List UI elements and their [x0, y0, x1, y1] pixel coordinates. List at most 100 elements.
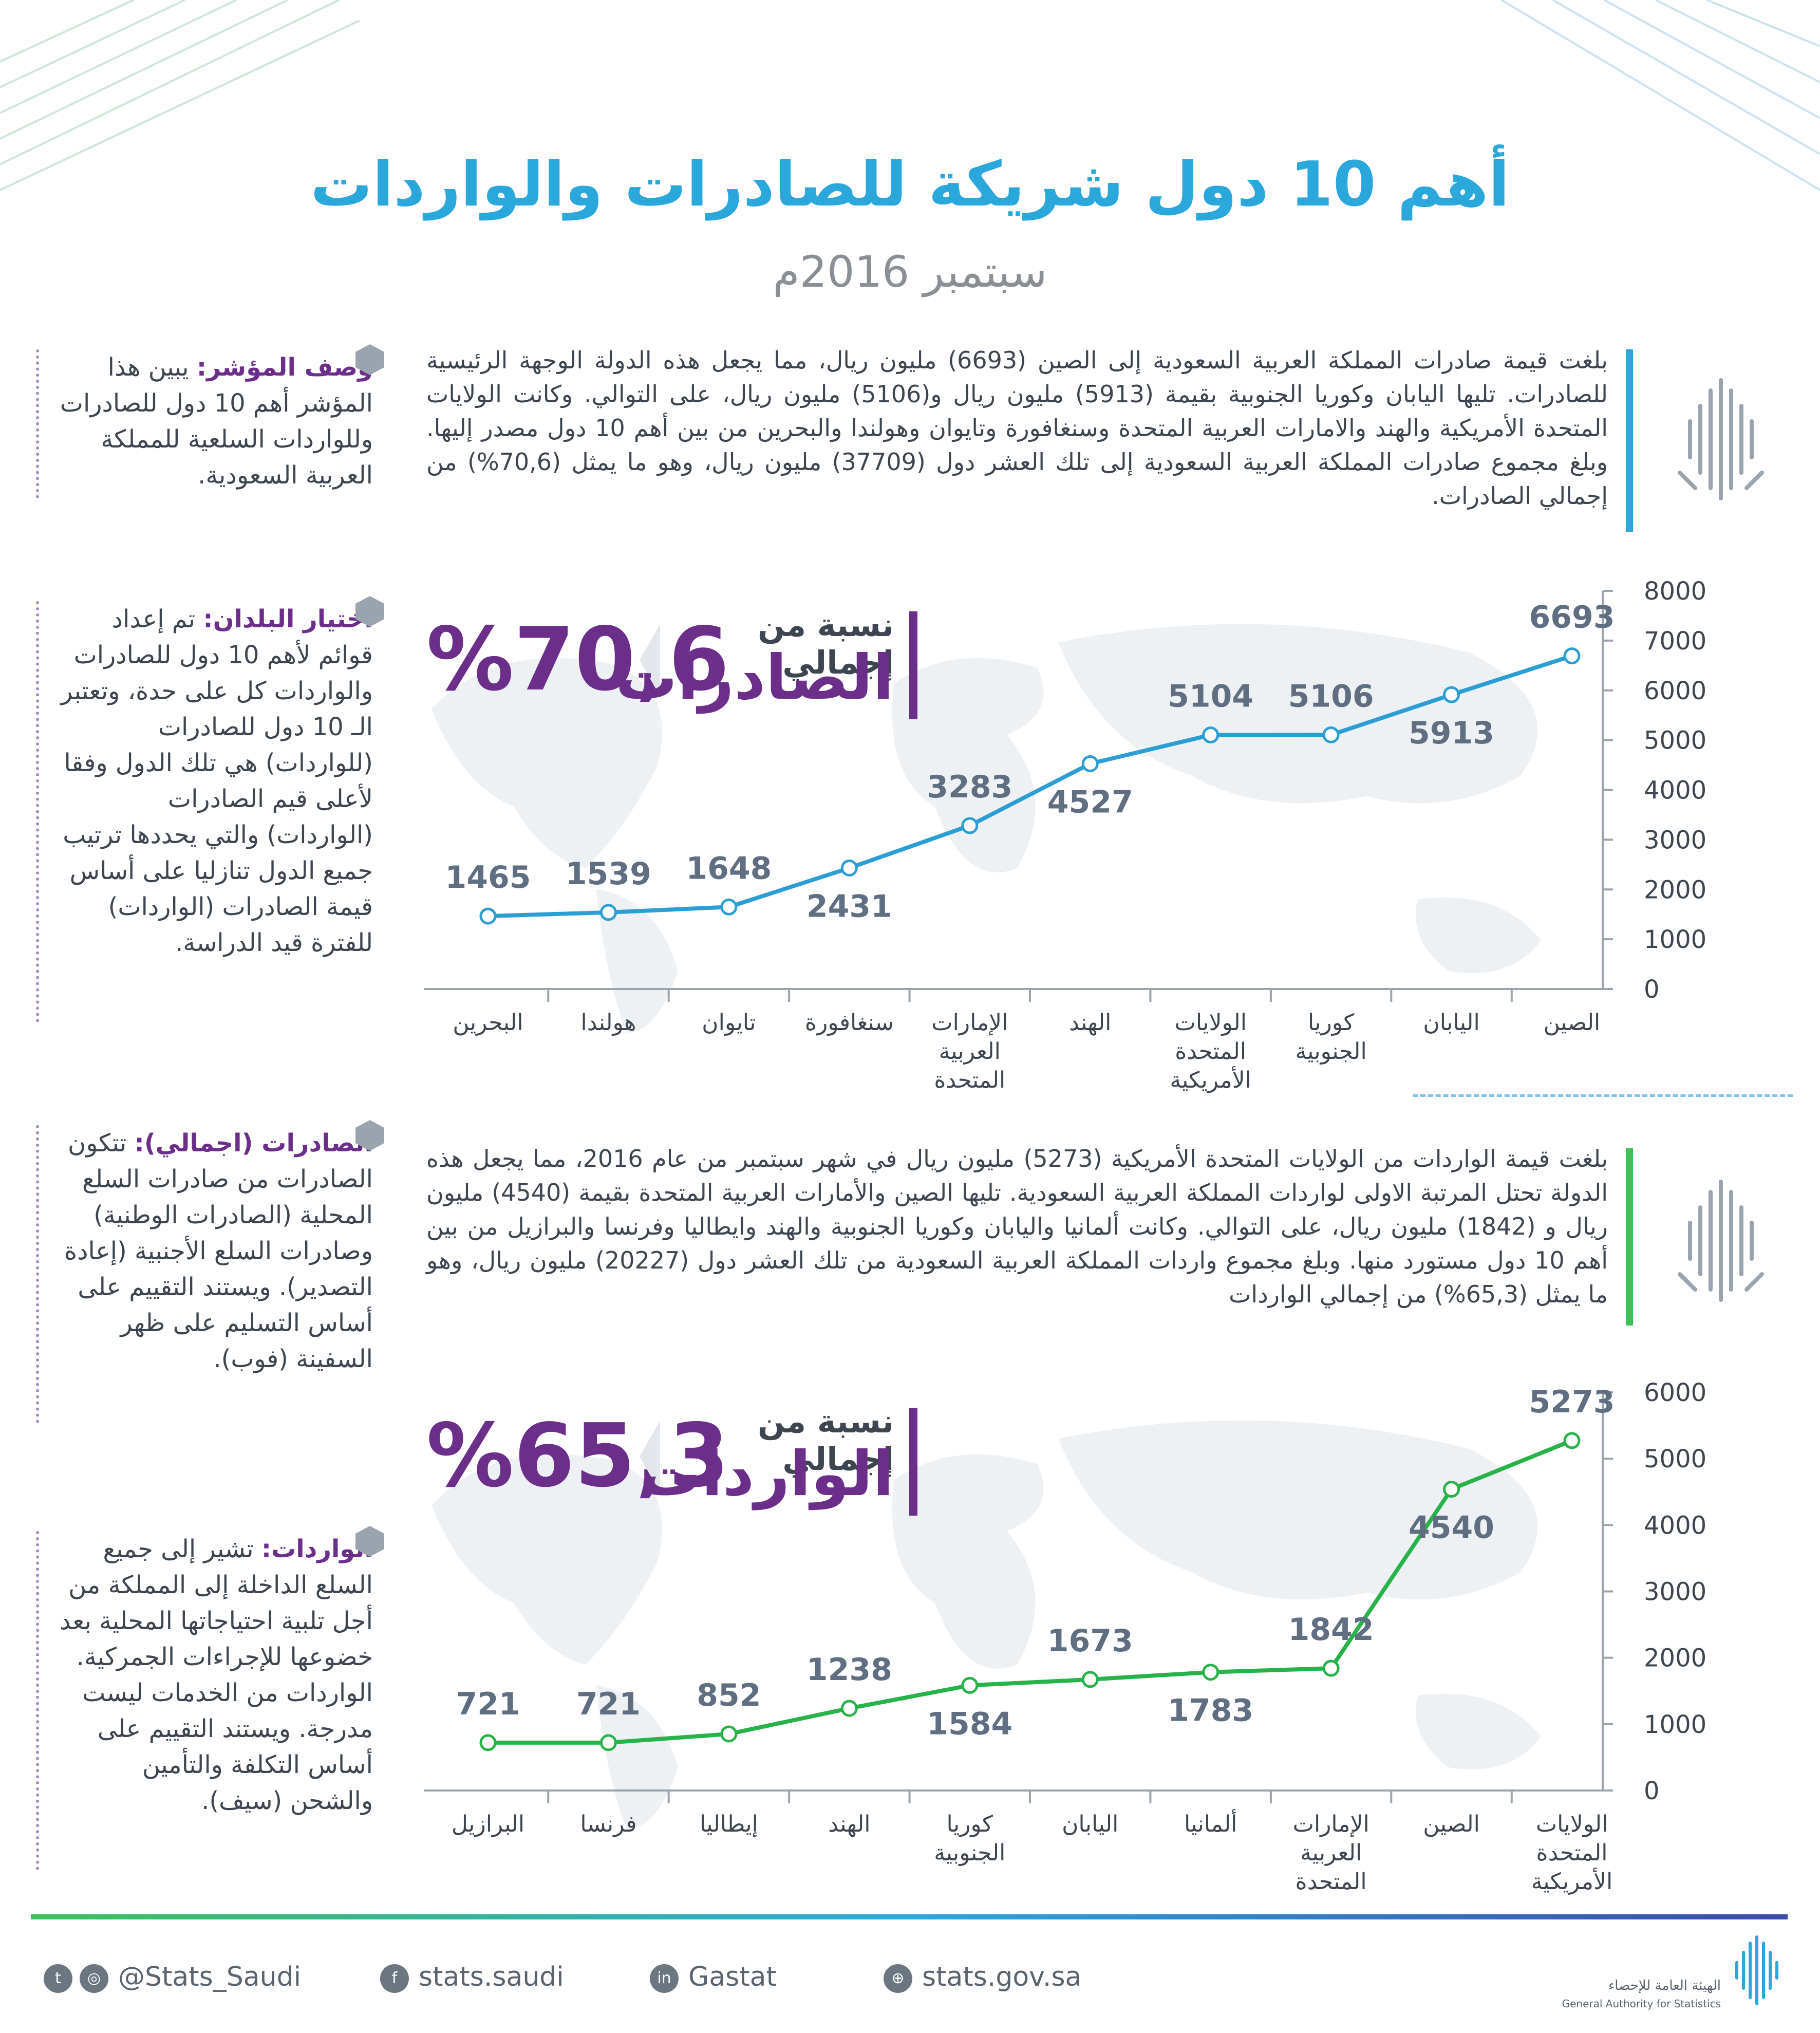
data-point: [479, 1734, 497, 1751]
badge-accent-bar: [909, 611, 917, 719]
x-category-label: إيطاليا: [700, 1811, 758, 1837]
x-category-label: اليابان: [1423, 1010, 1479, 1036]
y-tick-label: 4000: [1644, 776, 1706, 805]
gastat-logo-icon: [1678, 378, 1764, 500]
exports-share-percent: %70,6: [426, 609, 729, 711]
y-tick-label: 2000: [1644, 1644, 1706, 1673]
y-tick-label: 2000: [1644, 875, 1706, 904]
footer-org-en: General Authority for Statistics: [1562, 1998, 1721, 2010]
x-category-label-part: ألمانيا: [1184, 1809, 1237, 1837]
series-line: [488, 1439, 1573, 1745]
imports-paragraph: بلغت قيمة الواردات من الولايات المتحدة ا…: [426, 1145, 1608, 1308]
data-point: [840, 1700, 858, 1717]
data-point: [1202, 726, 1219, 744]
footer-twitter[interactable]: @Stats_Saudi: [118, 1962, 302, 1992]
x-category-label: هولندا: [580, 1010, 636, 1036]
data-point: [1443, 686, 1460, 703]
y-tick-label: 1000: [1644, 925, 1706, 954]
x-category-label-part: المتحدة: [934, 1067, 1005, 1093]
note-imports-text: تشير إلى جميع السلع الداخلة إلى المملكة …: [60, 1535, 373, 1815]
x-category-label-part: الجنوبية: [934, 1840, 1005, 1866]
data-point: [479, 907, 497, 925]
data-label: 852: [697, 1677, 761, 1713]
data-label: 1783: [1168, 1693, 1253, 1729]
data-label: 5913: [1409, 715, 1494, 751]
x-category-label: فرنسا: [580, 1811, 636, 1837]
footer-website[interactable]: stats.gov.sa: [922, 1962, 1082, 1992]
data-label: 1584: [927, 1706, 1012, 1742]
data-point: [840, 859, 858, 876]
data-label: 4540: [1409, 1510, 1494, 1546]
data-point: [720, 1725, 738, 1743]
series-line: [487, 654, 1573, 919]
x-category-label: سنغافورة: [805, 1010, 894, 1036]
data-point: [1443, 1481, 1460, 1498]
x-category-label-part: الأمريكية: [1170, 1066, 1251, 1093]
note-indicator-title: وصف المؤشر:: [196, 353, 373, 382]
y-tick-label: 4000: [1644, 1511, 1706, 1540]
x-category-label-part: الجنوبية: [1296, 1038, 1367, 1065]
instagram-icon[interactable]: ◎: [80, 1964, 108, 1993]
badge-accent-bar: [909, 1408, 917, 1516]
footer-facebook[interactable]: stats.saudi: [419, 1962, 564, 1992]
y-tick-label: 8000: [1644, 577, 1706, 606]
data-label: 1465: [445, 860, 531, 896]
x-category-label: الإمارات العربية المتحدة: [931, 1010, 1008, 1093]
x-category-label: كوريا الجنوبية: [934, 1811, 1005, 1866]
data-label: 5106: [1288, 678, 1374, 714]
y-tick-label: 6000: [1644, 677, 1706, 705]
y-tick-label: 3000: [1644, 826, 1706, 854]
note-exports-total-title: الصادرات (اجمالي):: [134, 1129, 373, 1158]
x-category-label: الهند: [1069, 1010, 1111, 1036]
data-label: 2431: [806, 888, 892, 924]
data-point: [720, 898, 738, 916]
x-category-label-part: الصين: [1544, 1010, 1601, 1036]
data-point: [599, 904, 617, 921]
exports-accent-bar: [1626, 349, 1633, 532]
note-indicator-text: يبين هذا المؤشر أهم 10 دول للصادرات وللو…: [60, 353, 373, 490]
x-category-label-part: الولايات: [1174, 1010, 1247, 1036]
x-category-label: اليابان: [1062, 1811, 1118, 1837]
x-category-label: البرازيل: [452, 1811, 524, 1837]
imports-share-percent: %65,3: [426, 1405, 729, 1507]
y-tick-label: 3000: [1644, 1578, 1706, 1607]
x-category-label-part: إيطاليا: [700, 1811, 758, 1837]
globe-icon[interactable]: ⊕: [884, 1964, 912, 1993]
data-point: [599, 1734, 617, 1751]
imports-badge-big: الواردات: [640, 1439, 894, 1510]
x-category-label-part: اليابان: [1062, 1811, 1118, 1837]
note-exports-total: الصادرات (اجمالي): تتكون الصادرات من صاد…: [36, 1125, 373, 1423]
y-tick-label: 6000: [1644, 1378, 1706, 1407]
note-selection-title: اختيار البلدان:: [203, 605, 373, 633]
linkedin-icon[interactable]: in: [650, 1964, 679, 1993]
x-category-label-part: الهند: [1069, 1010, 1111, 1036]
x-category-label-part: الصين: [1423, 1811, 1480, 1837]
x-category-label: كوريا الجنوبية: [1296, 1010, 1367, 1065]
data-point: [1563, 1432, 1581, 1449]
twitter-icon[interactable]: t: [44, 1964, 72, 1993]
y-tick-label: 0: [1644, 975, 1660, 1004]
x-category-label-part: الأمريكية: [1531, 1867, 1613, 1895]
data-point: [1563, 647, 1581, 665]
note-imports: الواردات: تشير إلى جميع السلع الداخلة إل…: [36, 1531, 373, 1870]
x-category-label-part: المتحدة: [1296, 1869, 1367, 1895]
imports-badge-small: نسبة من إجمالي: [757, 1403, 894, 1478]
footer-linkedin[interactable]: Gastat: [688, 1962, 777, 1992]
decor-lines-left: [0, 0, 360, 191]
exports-paragraph: بلغت قيمة صادرات المملكة العربية السعودي…: [426, 346, 1608, 510]
page-subtitle: سبتمبر 2016م: [773, 247, 1047, 297]
y-tick-label: 7000: [1644, 627, 1706, 656]
data-label: 6693: [1529, 600, 1615, 636]
x-category-label-part: الولايات: [1536, 1811, 1608, 1837]
page-title: أهم 10 دول شريكة للصادرات والواردات: [310, 149, 1510, 220]
data-point: [1081, 755, 1099, 772]
data-label: 4527: [1047, 784, 1133, 820]
y-tick-label: 0: [1644, 1777, 1660, 1805]
exports-badge-big: الصادرات: [615, 642, 894, 714]
world-map-background: [431, 1420, 1541, 1829]
x-category-label: الولايات المتحدة الأمريكية: [1531, 1811, 1613, 1895]
facebook-icon[interactable]: f: [380, 1964, 409, 1993]
data-label: 1673: [1047, 1623, 1133, 1659]
data-label: 721: [456, 1686, 520, 1722]
